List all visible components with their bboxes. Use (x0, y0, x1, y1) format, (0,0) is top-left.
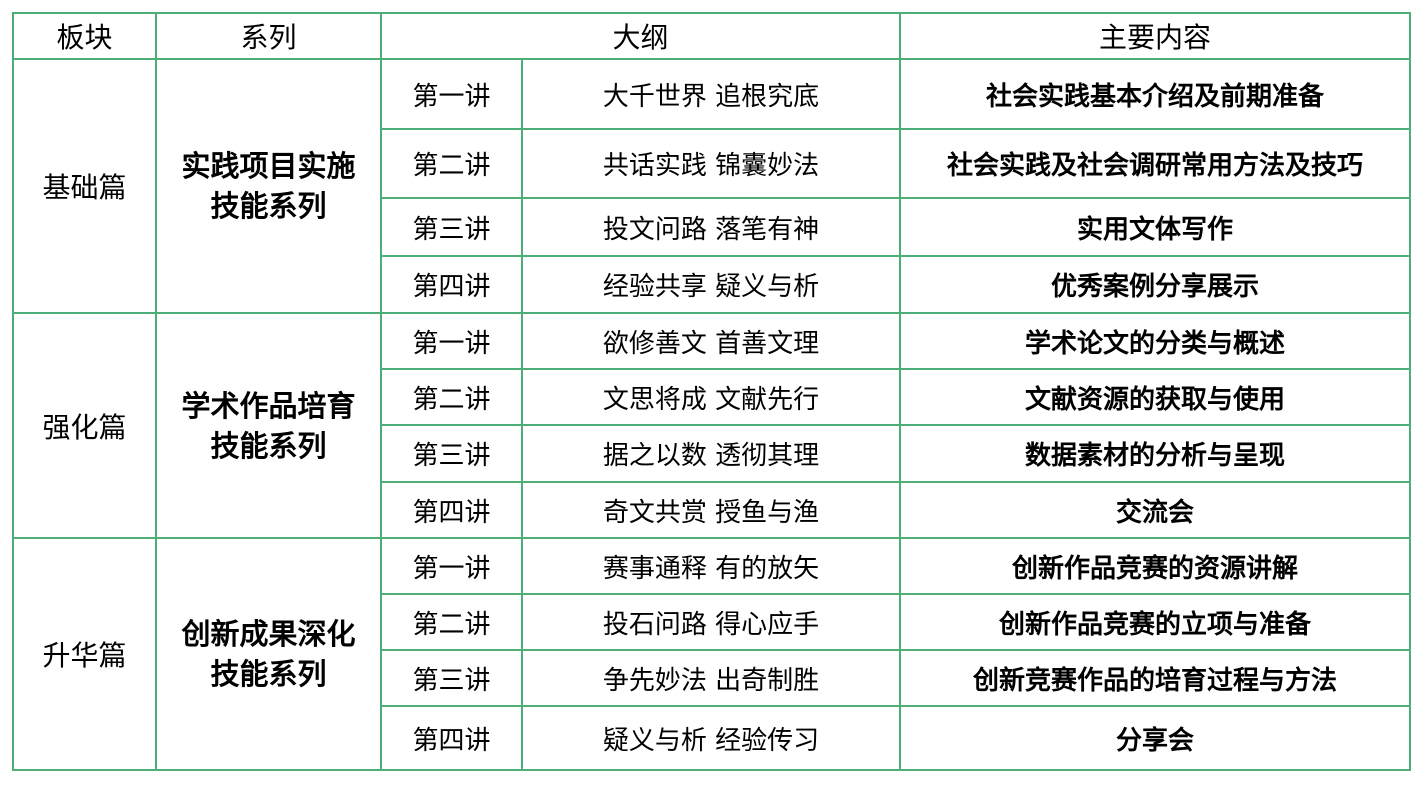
lecture-cell: 第四讲 (380, 705, 523, 771)
table-row: 第二讲 文思将成 文献先行 文献资源的获取与使用 (13, 368, 1412, 426)
table-row: 第四讲 奇文共赏 授鱼与渔 交流会 (13, 481, 1412, 539)
content-cell: 社会实践及社会调研常用方法及技巧 (899, 128, 1412, 199)
lecture-cell: 第四讲 (380, 255, 523, 314)
lecture-cell: 第三讲 (380, 424, 523, 483)
section-cell: 强化篇 (12, 312, 157, 539)
outline-cell: 文思将成 文献先行 (520, 368, 902, 426)
table-row: 第三讲 据之以数 透彻其理 数据素材的分析与呈现 (13, 424, 1412, 483)
table-row: 强化篇 学术作品培育 技能系列 第一讲 欲修善文 首善文理 学术论文的分类与概述 (12, 312, 1412, 539)
table-row: 第四讲 疑义与析 经验传习 分享会 (13, 705, 1412, 771)
lecture-cell: 第二讲 (380, 593, 523, 651)
series-cell: 学术作品培育 技能系列 (155, 312, 382, 539)
lecture-cell: 第四讲 (380, 481, 523, 539)
lecture-cell: 第一讲 (380, 312, 523, 370)
outline-cell: 经验共享 疑义与析 (520, 255, 902, 314)
lecture-cell: 第三讲 (380, 197, 523, 257)
content-cell: 优秀案例分享展示 (899, 255, 1412, 314)
content-cell: 分享会 (899, 705, 1412, 771)
curriculum-table: 板块 系列 大纲 主要内容 基础篇 实践项目实施 技能系列 第一讲 大千世界 追根究底社… (12, 12, 1412, 771)
outline-cell: 疑义与析 经验传习 (520, 705, 902, 771)
outline-cell: 奇文共赏 授鱼与渔 (520, 481, 902, 539)
content-cell: 学术论文的分类与概述 (899, 312, 1412, 370)
series-cell: 实践项目实施 技能系列 (155, 58, 382, 314)
outline-cell: 投石问路 得心应手 (520, 593, 902, 651)
series-line2: 技能系列 (210, 657, 327, 691)
table-row: 第三讲 争先妙法 出奇制胜 创新竞赛作品的培育过程与方法 (13, 649, 1412, 707)
table-row: 第三讲 投文问路 落笔有神 实用文体写作 (13, 197, 1412, 257)
content-cell: 数据素材的分析与呈现 (899, 424, 1412, 483)
content-cell: 实用文体写作 (899, 197, 1412, 257)
series-line1: 实践项目实施 (181, 149, 356, 183)
content-cell: 社会实践基本介绍及前期准备 (899, 58, 1412, 130)
outline-cell: 赛事通释 有的放矢 (520, 537, 902, 595)
outline-cell: 大千世界 追根究底 (520, 58, 902, 130)
table-row: 第二讲 共话实践 锦囊妙法 社会实践及社会调研常用方法及技巧 (13, 128, 1412, 199)
series-line1: 学术作品培育 (181, 388, 356, 423)
content-cell: 创新作品竞赛的资源讲解 (899, 537, 1412, 595)
outline-cell: 投文问路 落笔有神 (520, 197, 902, 257)
outline-cell: 欲修善文 首善文理 (520, 312, 902, 370)
header-series: 系列 (155, 12, 382, 60)
content-cell: 创新作品竞赛的立项与准备 (899, 593, 1412, 651)
content-cell: 交流会 (899, 481, 1412, 539)
lecture-cell: 第三讲 (380, 649, 523, 707)
series-line2: 技能系列 (210, 189, 327, 223)
lecture-cell: 第二讲 (380, 368, 523, 426)
series-line2: 技能系列 (210, 428, 327, 463)
series-cell: 创新成果深化 技能系列 (155, 537, 382, 771)
table-row: 第四讲 经验共享 疑义与析 优秀案例分享展示 (13, 255, 1412, 314)
content-cell: 文献资源的获取与使用 (899, 368, 1412, 426)
table-row: 升华篇 创新成果深化 技能系列 第一讲 赛事通释 有的放矢 创新作品竞赛的资源讲解 (12, 537, 1412, 771)
lecture-cell: 第一讲 (380, 58, 523, 130)
section-cell: 升华篇 (12, 537, 157, 771)
outline-cell: 争先妙法 出奇制胜 (520, 649, 902, 707)
table-row: 基础篇 实践项目实施 技能系列 第一讲 大千世界 追根究底 社会实践基本介绍及前期准备 (12, 58, 1412, 314)
series-line1: 创新成果深化 (181, 617, 356, 651)
lecture-cell: 第一讲 (380, 537, 523, 595)
header-row: 板块 系列 大纲 主要内容 (12, 12, 1412, 60)
header-section: 板块 (12, 12, 157, 60)
section-cell: 基础篇 (12, 58, 157, 314)
header-outline: 大纲 (379, 12, 902, 60)
outline-cell: 共话实践 锦囊妙法 (520, 128, 902, 199)
outline-cell: 据之以数 透彻其理 (520, 424, 902, 483)
table-row: 第二讲 投石问路 得心应手 创新作品竞赛的立项与准备 (13, 593, 1412, 651)
header-content: 主要内容 (899, 12, 1412, 60)
lecture-cell: 第二讲 (380, 128, 523, 199)
content-cell: 创新竞赛作品的培育过程与方法 (899, 649, 1412, 707)
